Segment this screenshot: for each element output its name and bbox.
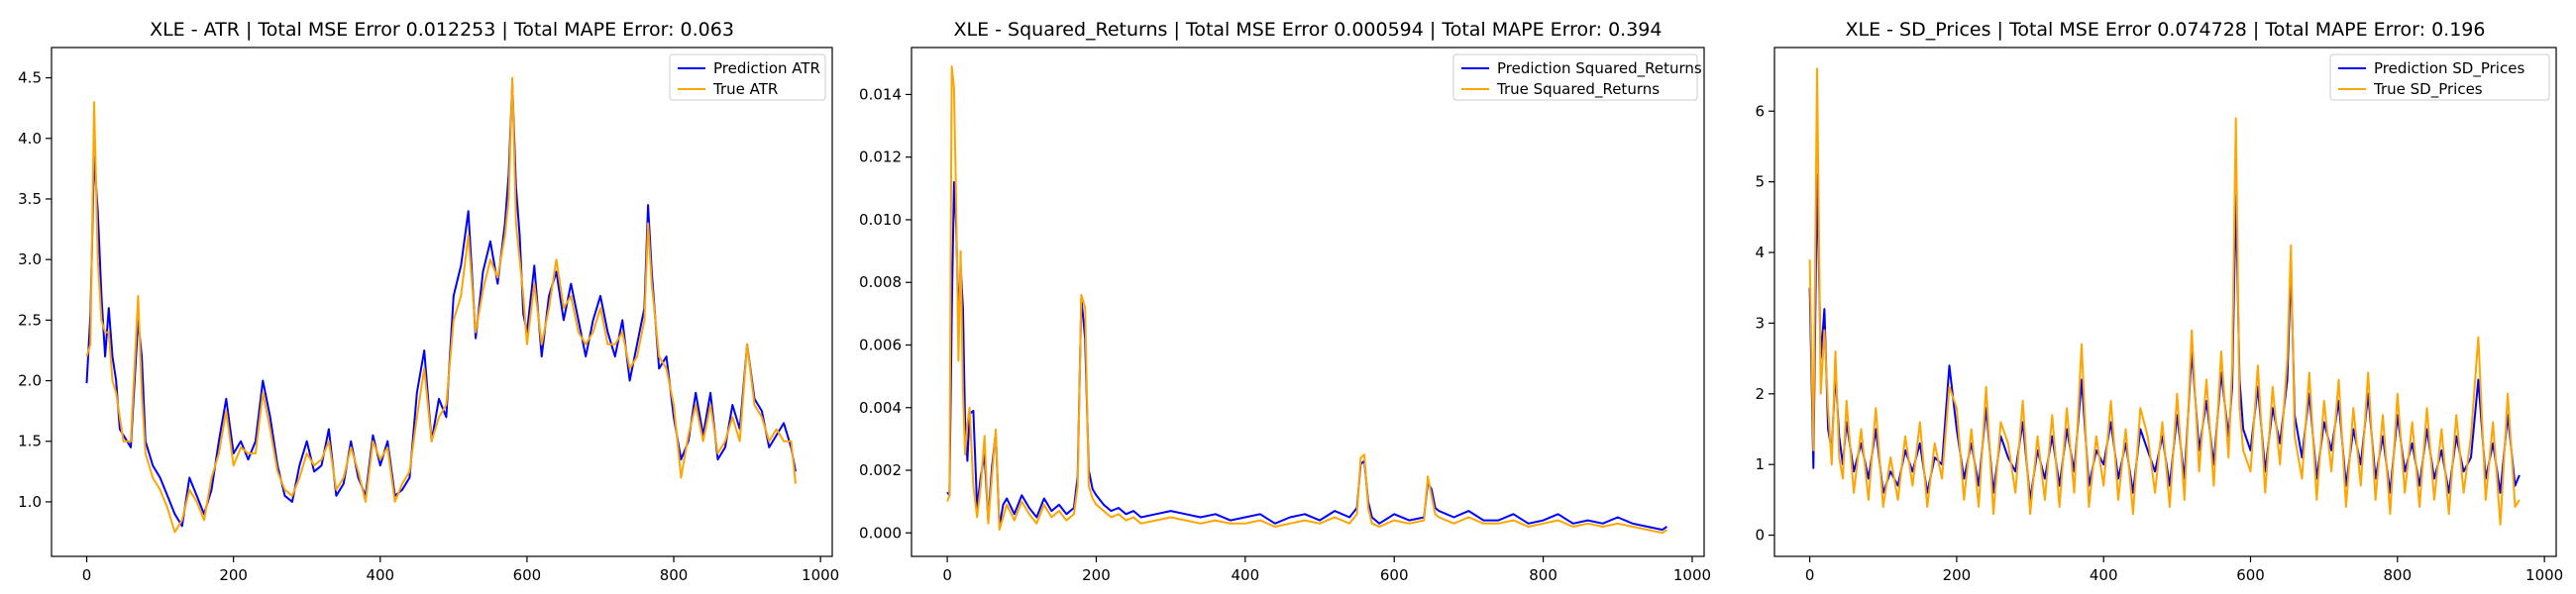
y-tick-label: 0.012 bbox=[859, 148, 902, 166]
y-tick-label: 2.0 bbox=[18, 372, 42, 390]
y-tick-label: 0 bbox=[1755, 527, 1765, 544]
plot-area bbox=[85, 76, 797, 534]
legend: Prediction Squared_Returns True Squared_R… bbox=[1452, 53, 1702, 101]
legend-label: True Squared_Returns bbox=[1496, 80, 1660, 99]
chart-title: XLE - SD_Prices | Total MSE Error 0.0747… bbox=[1846, 19, 2486, 41]
legend: Prediction SD_Prices True SD_Prices bbox=[2329, 53, 2550, 101]
y-tick-label: 0.008 bbox=[859, 273, 902, 291]
legend-box bbox=[2329, 53, 2550, 101]
chart-panel-atr: XLE - ATR | Total MSE Error 0.012253 | T… bbox=[18, 19, 839, 584]
x-tick-label: 600 bbox=[1380, 566, 1409, 584]
legend-label: True SD_Prices bbox=[2373, 80, 2483, 99]
chart-title: XLE - ATR | Total MSE Error 0.012253 | T… bbox=[150, 19, 734, 41]
axes-frame bbox=[1773, 47, 2557, 557]
chart-title: XLE - Squared_Returns | Total MSE Error … bbox=[954, 19, 1663, 41]
y-tick-label: 4.5 bbox=[18, 69, 42, 87]
chart-panel-squared-returns: XLE - Squared_Returns | Total MSE Error … bbox=[859, 19, 1711, 584]
x-tick-label: 400 bbox=[2090, 566, 2118, 584]
y-tick-label: 3.0 bbox=[18, 250, 42, 268]
y-tick-label: 2.5 bbox=[18, 311, 42, 329]
legend: Prediction ATR True ATR bbox=[669, 53, 826, 101]
series-line bbox=[946, 65, 1667, 535]
legend-box bbox=[1452, 53, 1698, 101]
x-tick-label: 400 bbox=[366, 566, 394, 584]
y-tick-label: 0.004 bbox=[859, 399, 902, 417]
x-tick-label: 800 bbox=[1529, 566, 1557, 584]
x-tick-label: 1000 bbox=[2525, 566, 2563, 584]
x-tick-label: 0 bbox=[82, 566, 92, 584]
legend-label: Prediction SD_Prices bbox=[2374, 59, 2524, 78]
x-tick-label: 200 bbox=[1943, 566, 1972, 584]
x-tick-label: 400 bbox=[1232, 566, 1260, 584]
y-tick-label: 0.010 bbox=[859, 211, 902, 229]
y-tick-label: 3 bbox=[1755, 314, 1765, 332]
y-tick-label: 0.000 bbox=[859, 524, 902, 542]
y-tick-label: 0.006 bbox=[859, 336, 902, 353]
legend-label: Prediction ATR bbox=[713, 59, 820, 77]
axes: 0 200 400 600 800 1000 1.0 1.5 2.0 2.5 3.0 3.5 4.0 4.… bbox=[18, 47, 839, 584]
x-tick-label: 1000 bbox=[1673, 566, 1711, 584]
x-tick-label: 0 bbox=[1805, 566, 1815, 584]
legend-box bbox=[669, 53, 826, 101]
axes: 0 200 400 600 800 1000 0.000 0.002 0.004 0.006 0.0… bbox=[859, 47, 1711, 584]
plot-area bbox=[1808, 67, 2521, 526]
y-tick-label: 1.5 bbox=[18, 433, 42, 450]
y-tick-label: 3.5 bbox=[18, 190, 42, 208]
y-tick-label: 1.0 bbox=[18, 493, 42, 511]
chart-panel-sd-prices: XLE - SD_Prices | Total MSE Error 0.0747… bbox=[1755, 19, 2563, 584]
series-line bbox=[1808, 67, 2521, 526]
x-tick-label: 1000 bbox=[802, 566, 839, 584]
y-tick-label: 5 bbox=[1755, 173, 1765, 191]
axes-frame bbox=[911, 47, 1705, 557]
y-tick-label: 4.0 bbox=[18, 130, 42, 148]
y-tick-label: 6 bbox=[1755, 102, 1765, 120]
y-tick-label: 2 bbox=[1755, 385, 1765, 403]
x-tick-label: 800 bbox=[2384, 566, 2413, 584]
y-tick-label: 4 bbox=[1755, 244, 1765, 261]
axes: 0 200 400 600 800 1000 0 1 2 3 4 5 6 bbox=[1755, 47, 2563, 584]
plot-area bbox=[946, 65, 1667, 535]
x-tick-label: 0 bbox=[942, 566, 952, 584]
y-tick-label: 1 bbox=[1755, 455, 1765, 473]
legend-label: Prediction Squared_Returns bbox=[1497, 59, 1702, 78]
series-line bbox=[85, 76, 797, 534]
axes-frame bbox=[51, 47, 833, 557]
x-tick-label: 800 bbox=[660, 566, 689, 584]
y-tick-label: 0.014 bbox=[859, 85, 902, 103]
x-tick-label: 600 bbox=[2236, 566, 2265, 584]
x-tick-label: 200 bbox=[219, 566, 248, 584]
x-tick-label: 200 bbox=[1082, 566, 1111, 584]
series-line bbox=[85, 82, 797, 528]
legend-label: True ATR bbox=[712, 80, 778, 98]
y-tick-label: 0.002 bbox=[859, 461, 902, 479]
x-tick-label: 600 bbox=[513, 566, 542, 584]
